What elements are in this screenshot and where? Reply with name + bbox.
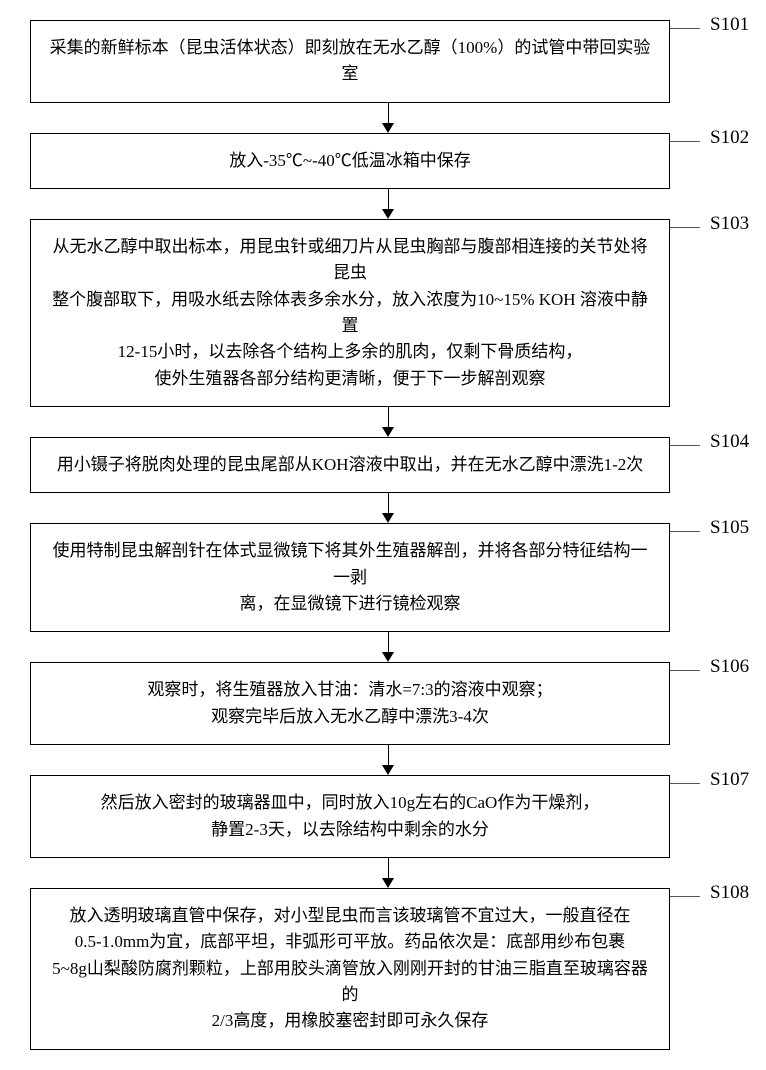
step-label-s108: S108 — [710, 882, 749, 904]
arrow — [68, 745, 708, 775]
step-row: 放入-35℃~-40℃低温冰箱中保存 S102 — [20, 133, 746, 189]
step-box-s103: 从无水乙醇中取出标本，用昆虫针或细刀片从昆虫胸部与腹部相连接的关节处将昆虫 整个… — [30, 219, 670, 407]
step-box-s105: 使用特制昆虫解剖针在体式显微镜下将其外生殖器解剖，并将各部分特征结构一一剥 离，… — [30, 523, 670, 632]
step-row: 然后放入密封的玻璃器皿中，同时放入10g左右的CaO作为干燥剂， 静置2-3天，… — [20, 775, 746, 858]
arrow — [68, 632, 708, 662]
label-connector — [670, 531, 700, 532]
step-box-s107: 然后放入密封的玻璃器皿中，同时放入10g左右的CaO作为干燥剂， 静置2-3天，… — [30, 775, 670, 858]
label-connector — [670, 783, 700, 784]
label-connector — [670, 227, 700, 228]
arrow — [68, 407, 708, 437]
step-label-s107: S107 — [710, 769, 749, 791]
arrow — [68, 858, 708, 888]
step-row: 观察时，将生殖器放入甘油：清水=7:3的溶液中观察； 观察完毕后放入无水乙醇中漂… — [20, 662, 746, 745]
label-connector — [670, 141, 700, 142]
label-connector — [670, 28, 700, 29]
step-row: 放入透明玻璃直管中保存，对小型昆虫而言该玻璃管不宜过大，一般直径在 0.5-1.… — [20, 888, 746, 1050]
arrow — [68, 103, 708, 133]
step-row: 采集的新鲜标本（昆虫活体状态）即刻放在无水乙醇（100%）的试管中带回实验室 S… — [20, 20, 746, 103]
step-box-s102: 放入-35℃~-40℃低温冰箱中保存 — [30, 133, 670, 189]
label-connector — [670, 445, 700, 446]
step-box-s104: 用小镊子将脱肉处理的昆虫尾部从KOH溶液中取出，并在无水乙醇中漂洗1-2次 — [30, 437, 670, 493]
arrow — [68, 493, 708, 523]
label-connector — [670, 670, 700, 671]
step-row: 从无水乙醇中取出标本，用昆虫针或细刀片从昆虫胸部与腹部相连接的关节处将昆虫 整个… — [20, 219, 746, 407]
arrow — [68, 189, 708, 219]
step-box-s106: 观察时，将生殖器放入甘油：清水=7:3的溶液中观察； 观察完毕后放入无水乙醇中漂… — [30, 662, 670, 745]
step-label-s102: S102 — [710, 127, 749, 149]
step-label-s105: S105 — [710, 517, 749, 539]
flowchart-container: 采集的新鲜标本（昆虫活体状态）即刻放在无水乙醇（100%）的试管中带回实验室 S… — [20, 20, 746, 1050]
step-label-s103: S103 — [710, 213, 749, 235]
label-connector — [670, 896, 700, 897]
step-row: 用小镊子将脱肉处理的昆虫尾部从KOH溶液中取出，并在无水乙醇中漂洗1-2次 S1… — [20, 437, 746, 493]
step-label-s104: S104 — [710, 431, 749, 453]
step-label-s101: S101 — [710, 14, 749, 36]
step-label-s106: S106 — [710, 656, 749, 678]
step-box-s101: 采集的新鲜标本（昆虫活体状态）即刻放在无水乙醇（100%）的试管中带回实验室 — [30, 20, 670, 103]
step-row: 使用特制昆虫解剖针在体式显微镜下将其外生殖器解剖，并将各部分特征结构一一剥 离，… — [20, 523, 746, 632]
step-box-s108: 放入透明玻璃直管中保存，对小型昆虫而言该玻璃管不宜过大，一般直径在 0.5-1.… — [30, 888, 670, 1050]
